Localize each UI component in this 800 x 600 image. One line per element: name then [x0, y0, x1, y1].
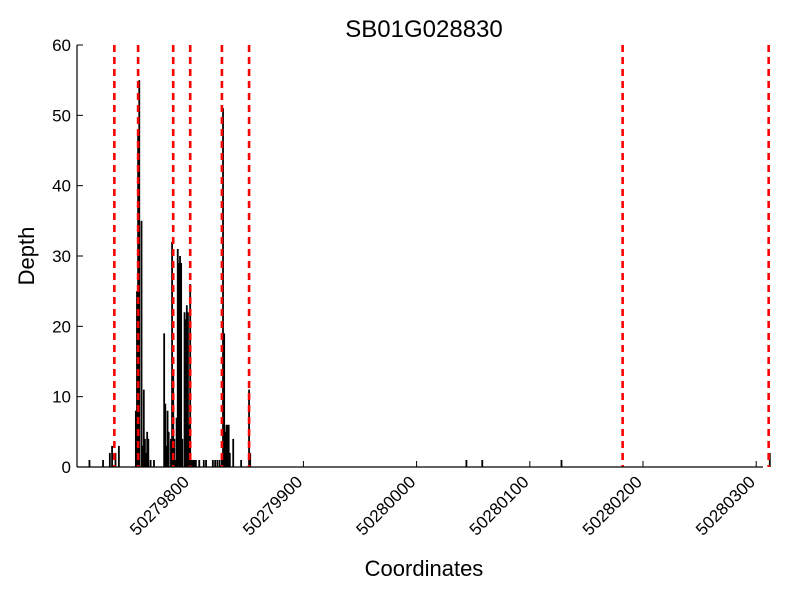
depth-bar	[165, 445, 168, 467]
depth-bar	[184, 319, 187, 467]
depth-bar	[218, 459, 221, 467]
depth-bar	[226, 424, 229, 467]
depth-bar	[180, 263, 183, 467]
depth-bar	[108, 452, 111, 467]
depth-bar	[177, 263, 180, 467]
chart-title: SB01G028830	[345, 16, 502, 43]
depth-bar	[221, 459, 223, 467]
depth-bar	[227, 424, 230, 467]
depth-bar	[153, 459, 155, 467]
depth-bar	[149, 459, 152, 467]
x-tick-label: 50279900	[239, 472, 306, 539]
depth-bar	[176, 248, 179, 467]
y-tick-label: 0	[62, 458, 71, 477]
x-axis-label: Coordinates	[365, 556, 484, 581]
depth-bar	[164, 403, 167, 467]
depth-bar	[183, 312, 186, 467]
depth-bar	[111, 445, 113, 467]
depth-bar	[167, 431, 170, 467]
x-tick-label: 50280200	[579, 472, 646, 539]
depth-bar	[205, 459, 207, 467]
depth-bar	[465, 459, 468, 467]
depth-bar	[163, 333, 166, 467]
depth-bar	[224, 431, 227, 467]
y-tick-label: 20	[52, 317, 71, 336]
depth-bar	[560, 459, 563, 467]
x-tick-label: 50279800	[126, 472, 193, 539]
y-tick-label: 50	[52, 106, 71, 125]
depth-bar	[214, 459, 217, 467]
depth-bar	[142, 389, 145, 467]
depth-bar	[145, 452, 147, 467]
depth-bar	[173, 438, 176, 467]
x-tick-label: 50280100	[466, 472, 533, 539]
depth-bar	[102, 459, 104, 467]
depth-bar	[117, 445, 120, 467]
x-tick-label: 50280300	[692, 472, 759, 539]
depth-bar	[481, 459, 484, 467]
depth-bar	[211, 459, 214, 467]
depth-bar	[232, 438, 235, 467]
depth-bar	[192, 459, 195, 467]
depth-bar	[181, 438, 184, 467]
depth-bar	[194, 459, 197, 467]
y-tick-label: 30	[52, 247, 71, 266]
y-tick-label: 40	[52, 177, 71, 196]
depth-bar	[202, 459, 205, 467]
depth-bar	[88, 459, 91, 467]
depth-bar	[146, 431, 149, 467]
depth-bar	[170, 438, 172, 467]
depth-bar	[134, 410, 137, 467]
depth-bar	[174, 459, 177, 467]
depth-bar	[225, 424, 228, 467]
depth-bar	[166, 410, 169, 467]
depth-bar	[141, 445, 144, 467]
depth-bar	[223, 333, 226, 467]
depth-bar	[187, 312, 189, 467]
depth-bar	[185, 305, 188, 467]
depth-bar	[228, 452, 231, 467]
plot-area: 0 10 20 30 40 50 60 50279800 50279900 50280000 502…	[52, 36, 771, 539]
y-tick-label: 10	[52, 388, 71, 407]
depth-bar	[140, 220, 143, 467]
y-axis-label: Depth	[14, 227, 39, 286]
depth-bar	[175, 417, 178, 467]
depth-bar	[136, 291, 138, 467]
depth-bar	[198, 459, 201, 467]
depth-bar	[171, 241, 173, 467]
depth-bar	[144, 438, 146, 467]
depth-bar	[240, 459, 243, 467]
y-tick-label: 60	[52, 36, 71, 55]
depth-bar	[179, 256, 181, 467]
depth-bar	[190, 459, 193, 467]
depth-bar	[193, 459, 196, 467]
depth-bar	[147, 438, 150, 467]
depth-bar	[248, 389, 250, 467]
x-tick-label: 50280000	[353, 472, 420, 539]
depth-bar	[191, 459, 194, 467]
depth-bar	[216, 459, 219, 467]
